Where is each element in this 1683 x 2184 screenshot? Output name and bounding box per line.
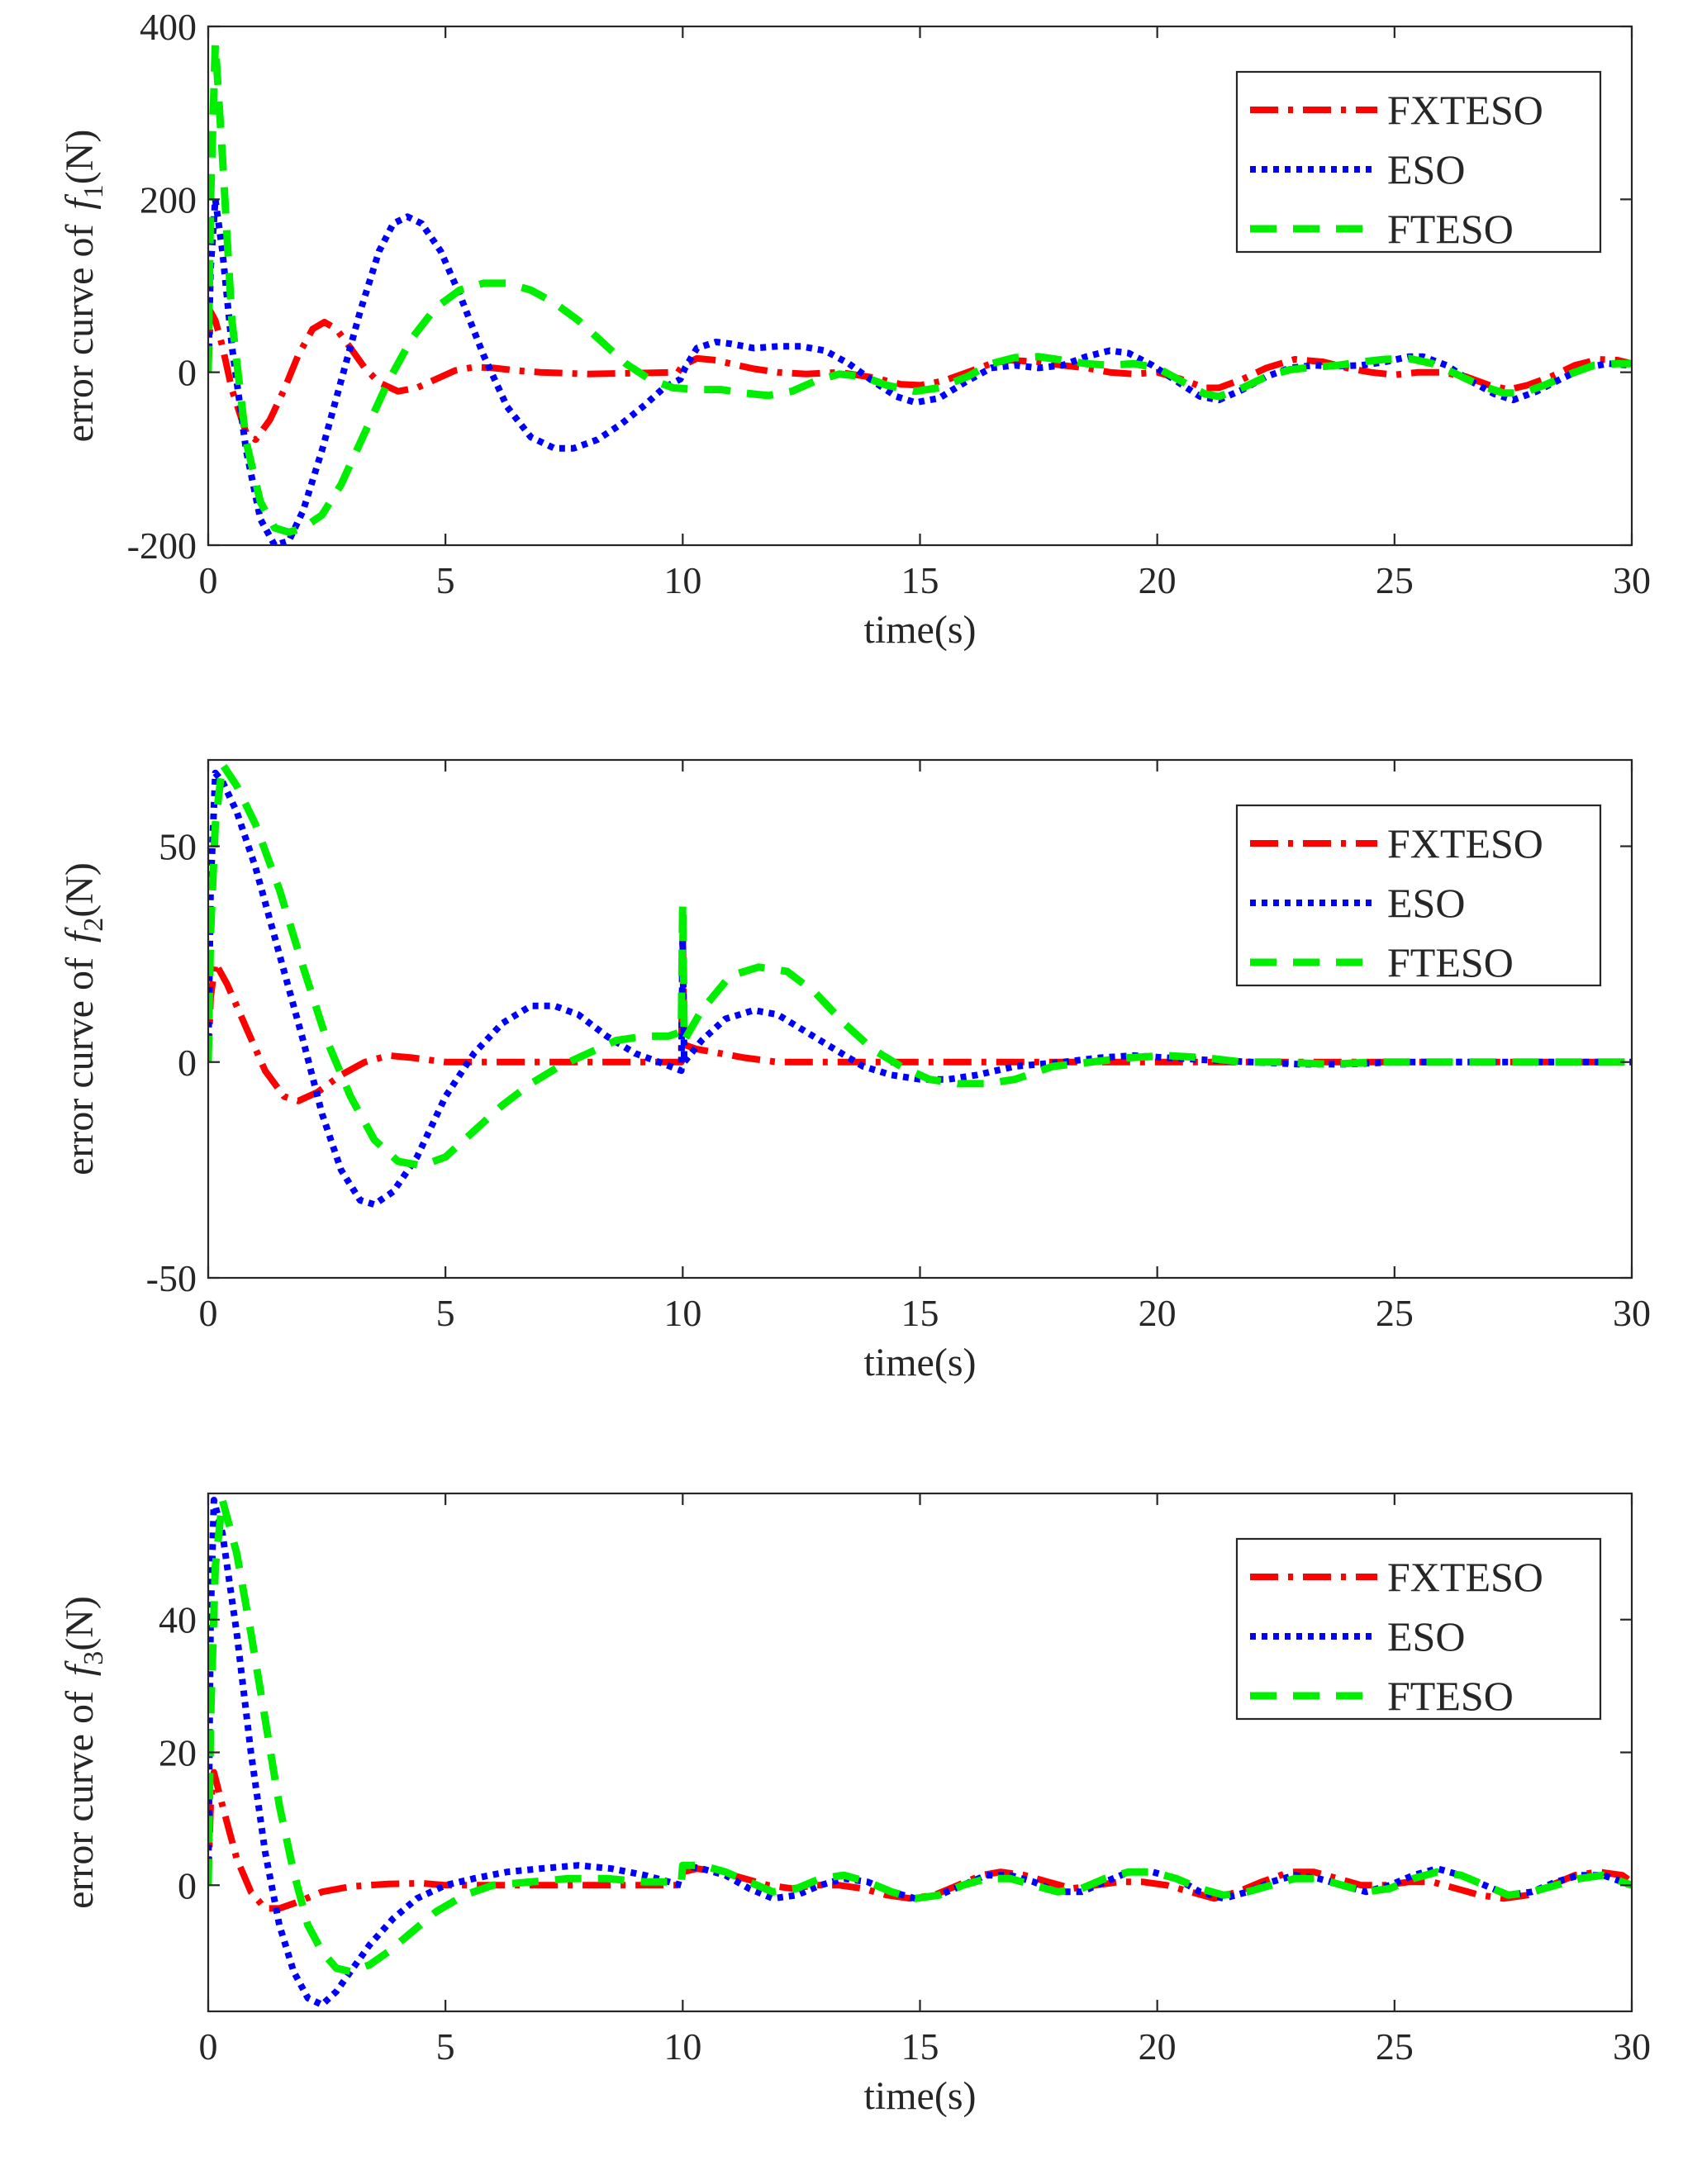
x-axis-label: time(s): [864, 1341, 977, 1384]
legend-label-eso: ESO: [1387, 880, 1465, 926]
y-label-sub: 2: [78, 918, 109, 932]
x-tick-label: 5: [436, 1292, 455, 1334]
y-axis-label: error curve of f2(N): [58, 862, 109, 1175]
x-tick-label: 0: [199, 2025, 218, 2068]
y-axis-label: error curve of f1(N): [58, 130, 109, 443]
x-tick-label: 10: [663, 1292, 701, 1334]
x-axis-label: time(s): [864, 2074, 977, 2118]
y-tick-label: -200: [127, 525, 197, 567]
y-label-sub: 3: [78, 1651, 109, 1665]
x-tick-label: 15: [901, 1292, 939, 1334]
x-tick-label: 20: [1139, 559, 1177, 601]
x-tick-label: 20: [1139, 1292, 1177, 1334]
y-tick-label: 40: [159, 1599, 197, 1641]
y-label-unit: (N): [58, 1596, 102, 1651]
y-axis-label: error curve of f3(N): [58, 1596, 109, 1909]
legend-box: [1235, 1537, 1602, 1721]
series-line-fxteso: [208, 1769, 1632, 1912]
x-tick-label: 30: [1613, 559, 1651, 601]
y-tick-label: 400: [140, 6, 197, 48]
y-tick-label: 0: [178, 1864, 197, 1906]
y-tick-label: 50: [159, 826, 197, 868]
legend-box: [1235, 70, 1602, 254]
y-tick-label: 0: [178, 1042, 197, 1084]
series-group: [208, 760, 1632, 1208]
legend-label-fxteso: FXTESO: [1387, 1554, 1543, 1600]
series-group: [208, 40, 1632, 545]
series-group: [208, 1496, 1632, 2008]
y-label-prefix: error curve of: [58, 215, 102, 443]
x-tick-label: 0: [199, 559, 218, 601]
series-line-fteso: [208, 1496, 1632, 1976]
y-label-unit: (N): [58, 130, 102, 185]
x-tick-label: 15: [901, 2025, 939, 2068]
legend-box: [1235, 804, 1602, 987]
x-tick-label: 25: [1376, 1292, 1414, 1334]
x-tick-label: 25: [1376, 2025, 1414, 2068]
legend-label-fteso: FTESO: [1387, 206, 1514, 252]
series-line-fxteso: [208, 308, 1632, 444]
legend-label-fxteso: FXTESO: [1387, 820, 1543, 866]
legend: FXTESO ESO FTESO: [1235, 70, 1602, 254]
y-tick-label: 20: [159, 1732, 197, 1774]
legend: FXTESO ESO FTESO: [1235, 1537, 1602, 1721]
x-tick-label: 10: [663, 2025, 701, 2068]
legend-label-eso: ESO: [1387, 146, 1465, 192]
legend-label-eso: ESO: [1387, 1613, 1465, 1659]
legend-label-fxteso: FXTESO: [1387, 87, 1543, 133]
chart-panel-3: 0 5 10 15 20 25 30 0 20 40 time(s) error curve of f…: [58, 1492, 1651, 2118]
x-tick-label: 25: [1376, 559, 1414, 601]
series-line-fteso: [208, 40, 1632, 536]
y-label-unit: (N): [58, 862, 102, 918]
series-line-eso: [208, 196, 1632, 545]
legend-label-fteso: FTESO: [1387, 939, 1514, 985]
y-label-sub: 1: [78, 184, 109, 198]
y-tick-label: -50: [146, 1257, 197, 1299]
legend-label-fteso: FTESO: [1387, 1673, 1514, 1719]
x-tick-label: 5: [436, 559, 455, 601]
x-tick-label: 5: [436, 2025, 455, 2068]
y-label-prefix: error curve of: [58, 947, 102, 1175]
x-tick-label: 0: [199, 1292, 218, 1334]
x-tick-label: 30: [1613, 2025, 1651, 2068]
x-tick-label: 15: [901, 559, 939, 601]
legend: FXTESO ESO FTESO: [1235, 804, 1602, 987]
y-tick-label: 200: [140, 178, 197, 221]
x-tick-label: 10: [663, 559, 701, 601]
x-tick-label: 20: [1139, 2025, 1177, 2068]
y-tick-label: 0: [178, 352, 197, 394]
y-label-prefix: error curve of: [58, 1681, 102, 1909]
x-axis-label: time(s): [864, 608, 977, 652]
x-tick-label: 30: [1613, 1292, 1651, 1334]
